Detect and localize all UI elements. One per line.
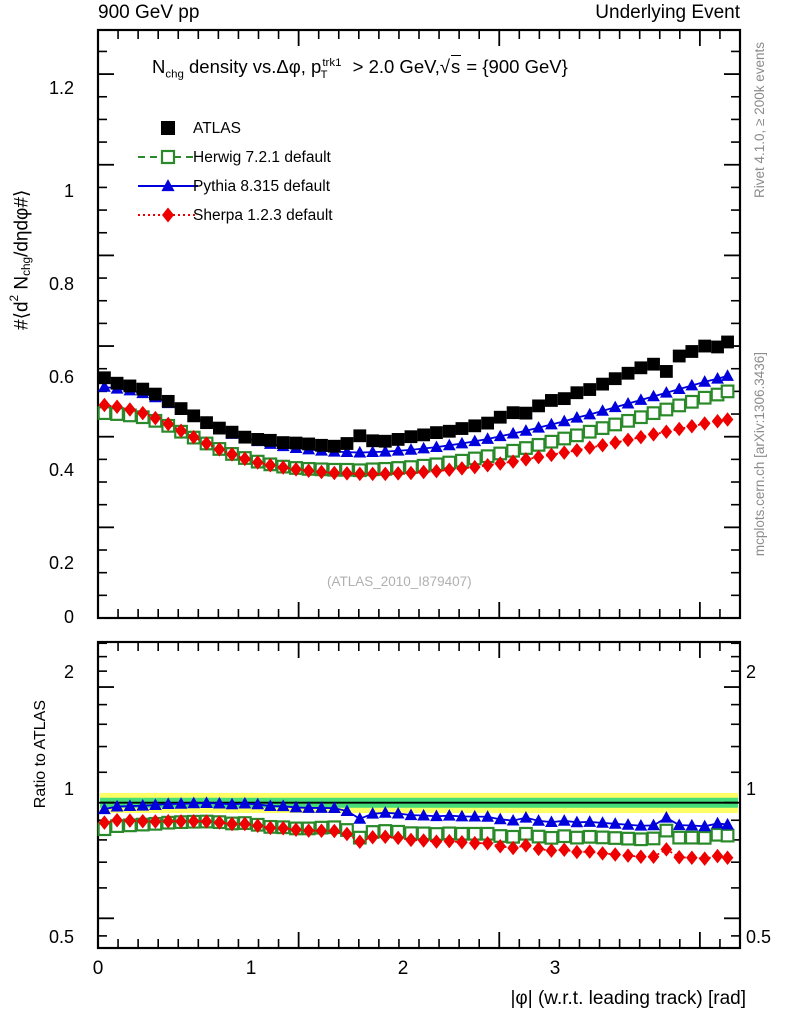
- legend-label-pythia: Pythia 8.315 default: [193, 178, 331, 195]
- ratio-ytick-1-left: 1: [63, 779, 74, 799]
- legend-label-sherpa: Sherpa 1.2.3 default: [193, 207, 333, 224]
- main-ytick-0: 0: [63, 607, 74, 627]
- xtick-0: 0: [92, 958, 104, 979]
- main-ytick-0p4: 0.4: [48, 460, 74, 480]
- series-sherpa: [98, 397, 734, 482]
- ratio-ytick-2-left: 2: [63, 662, 74, 682]
- legend-label-atlas: ATLAS: [193, 120, 241, 137]
- ratio-ytick-0p5-right: 0.5: [746, 927, 772, 947]
- main-ytick-0p2: 0.2: [48, 553, 74, 573]
- ratio-ytick-0p5-left: 0.5: [48, 927, 74, 947]
- main-ytick-0p6: 0.6: [48, 367, 74, 387]
- main-ytick-0p8: 0.8: [48, 274, 74, 294]
- main-ytick-1p2: 1.2: [48, 78, 74, 98]
- series-pythia: [98, 796, 734, 832]
- x-axis-label: |φ| (w.r.t. leading track) [rad]: [510, 988, 747, 1009]
- series-sherpa: [98, 813, 734, 866]
- series-atlas: [98, 335, 734, 453]
- legend-glyphs: [138, 121, 198, 223]
- main-ytick-1: 1: [63, 181, 74, 201]
- ratio-ytick-1-right: 1: [746, 779, 757, 799]
- xtick-2: 2: [397, 958, 409, 979]
- plot-title: Nchg density vs.Δφ, ptrk1T > 2.0 GeV,√s …: [152, 55, 568, 81]
- header-left: 900 GeV pp: [98, 2, 200, 23]
- header-right: Underlying Event: [595, 2, 740, 23]
- xtick-3: 3: [549, 958, 561, 979]
- ratio-ytick-2-right: 2: [746, 662, 757, 682]
- analysis-watermark: (ATLAS_2010_I879407): [327, 574, 472, 589]
- xtick-1: 1: [245, 958, 257, 979]
- legend-label-herwig: Herwig 7.2.1 default: [193, 149, 331, 166]
